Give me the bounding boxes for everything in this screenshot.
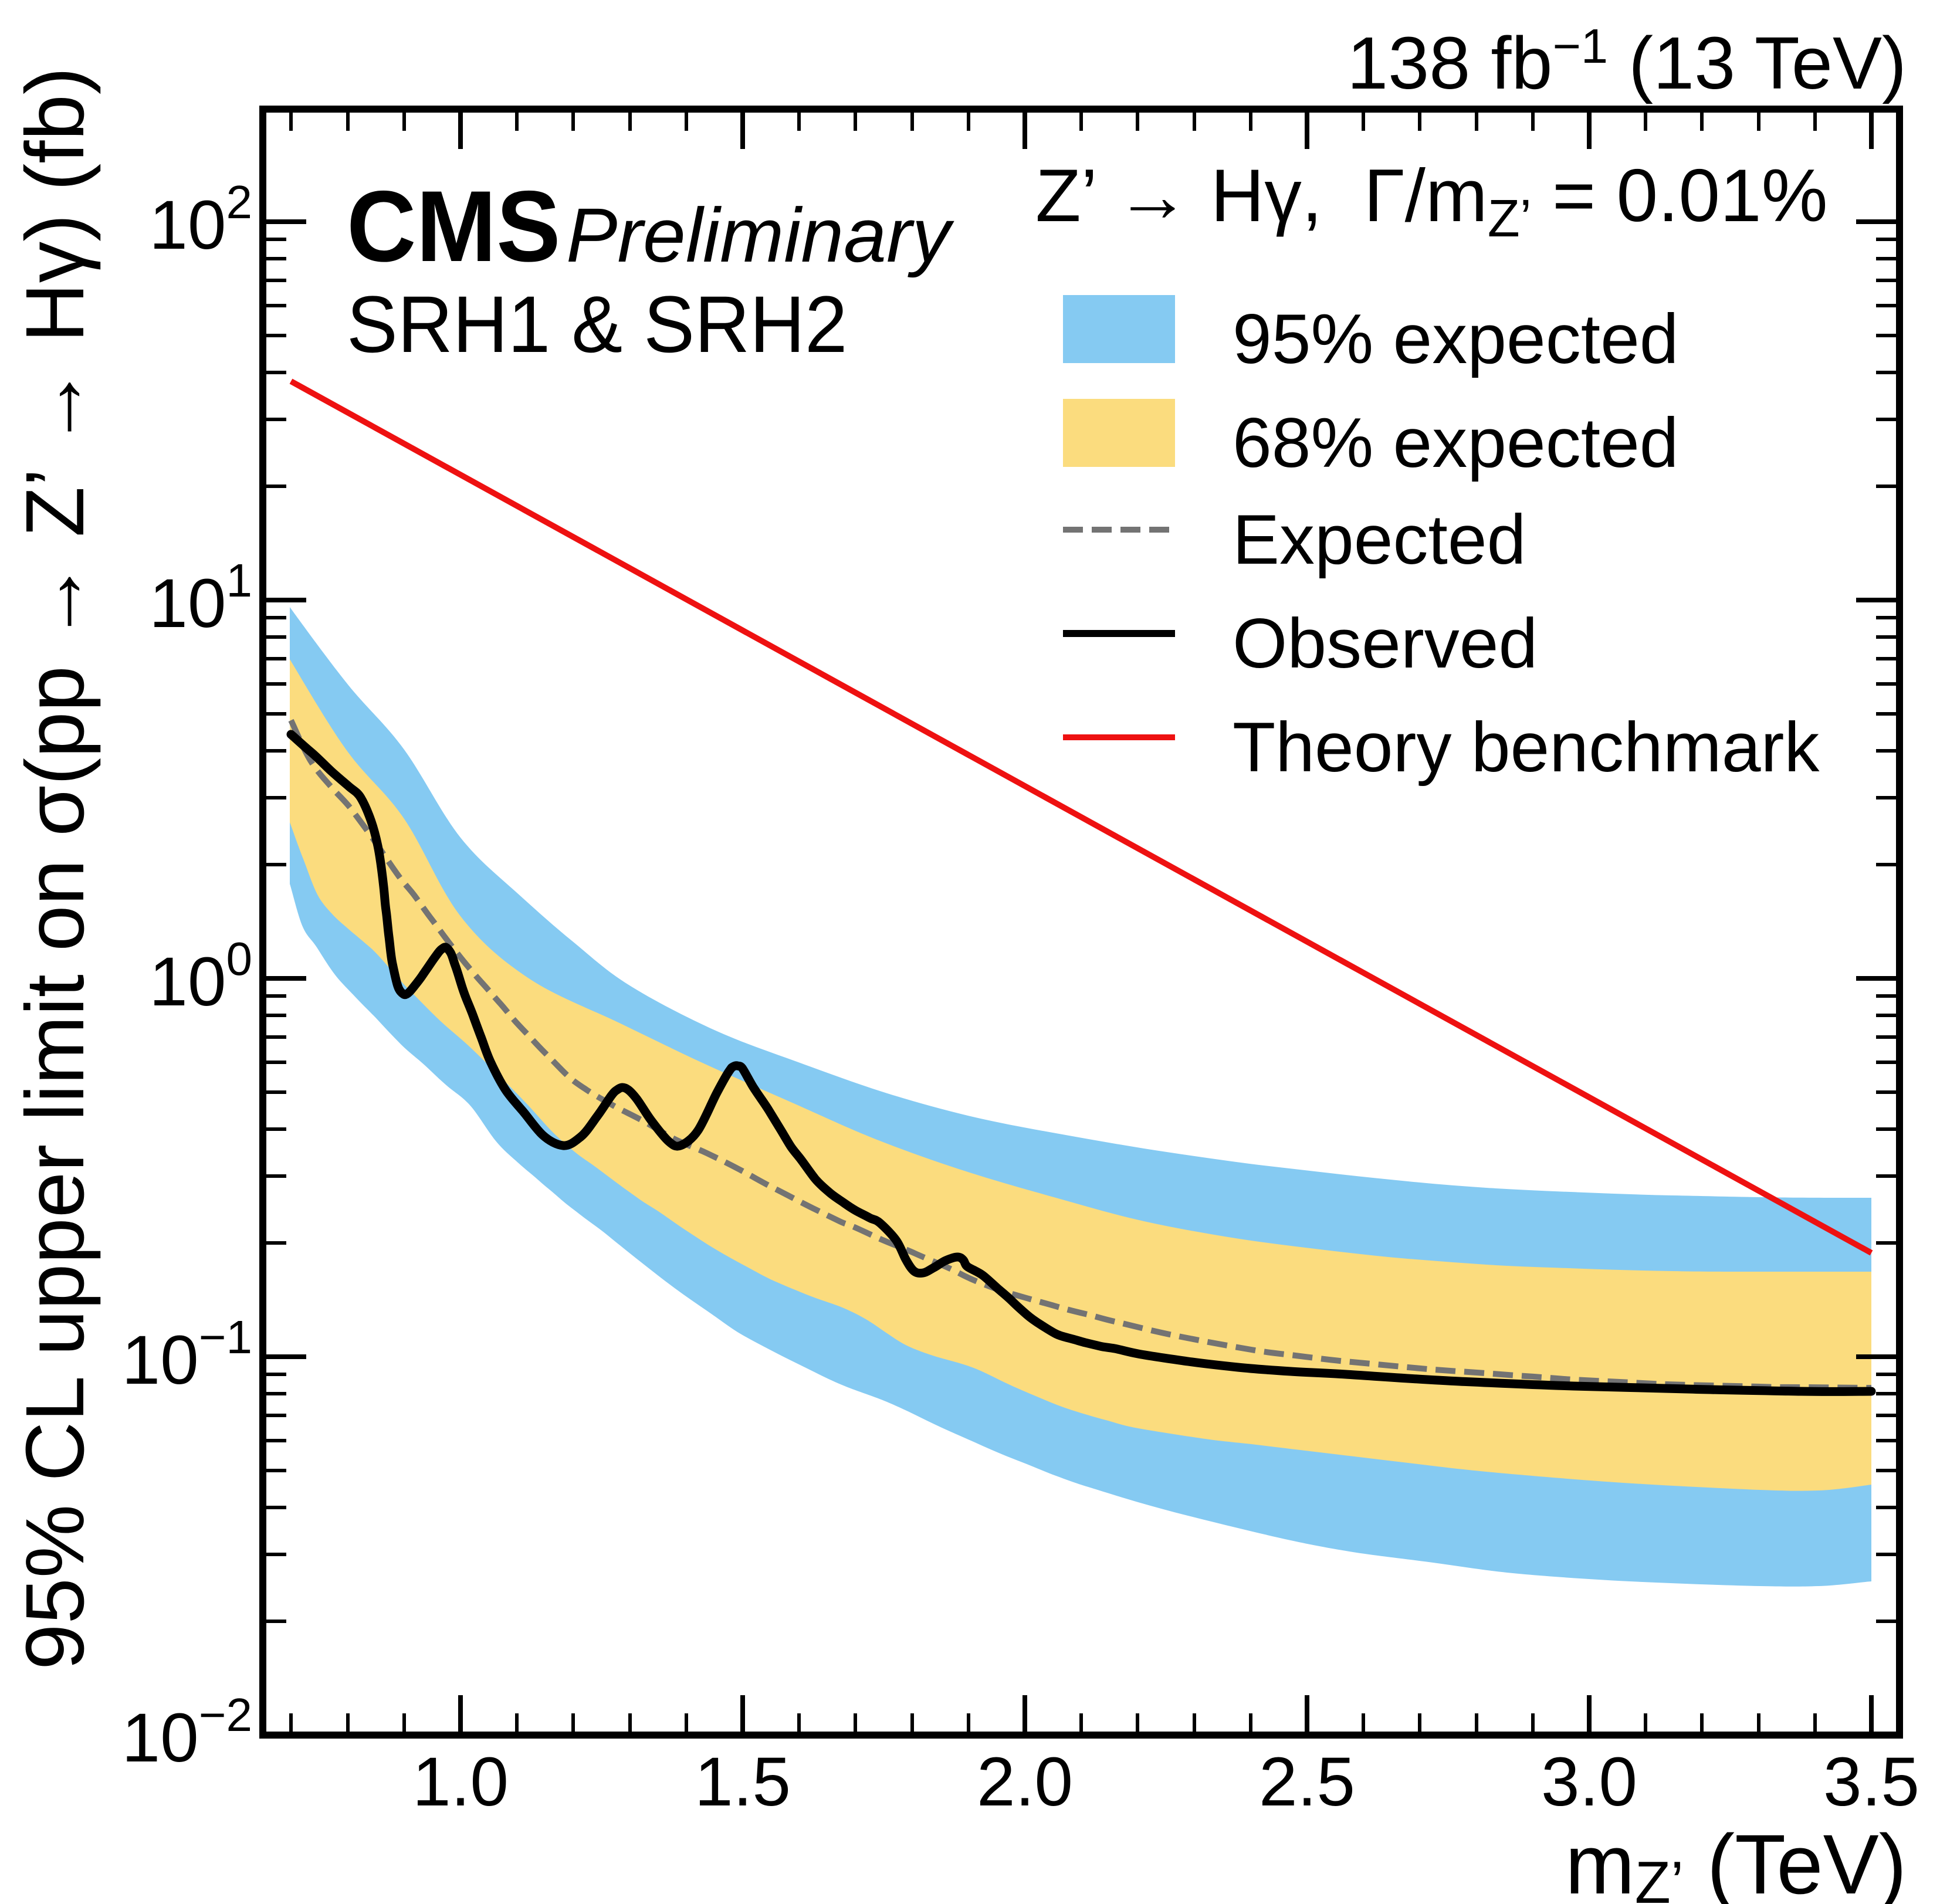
svg-text:2.5: 2.5	[1259, 1743, 1355, 1821]
svg-text:Observed: Observed	[1233, 604, 1538, 683]
svg-text:95% expected: 95% expected	[1233, 300, 1679, 378]
svg-text:CMS: CMS	[347, 170, 561, 282]
svg-text:10−2: 10−2	[122, 1689, 252, 1777]
svg-text:SRH1 & SRH2: SRH1 & SRH2	[347, 280, 847, 370]
svg-text:95% CL upper limit on σ(pp → Z: 95% CL upper limit on σ(pp → Z’ → Hγ) (f…	[8, 67, 101, 1670]
svg-text:3.0: 3.0	[1541, 1743, 1637, 1821]
svg-text:Expected: Expected	[1233, 500, 1526, 579]
svg-text:Z’ → Hγ, Γ/mZ’ = 0.01%: Z’ → Hγ, Γ/mZ’ = 0.01%	[1035, 154, 1828, 248]
svg-text:102: 102	[149, 176, 252, 264]
svg-text:mZ’ (TeV): mZ’ (TeV)	[1565, 1817, 1907, 1904]
svg-text:2.0: 2.0	[977, 1743, 1073, 1821]
svg-text:1.0: 1.0	[412, 1743, 509, 1821]
svg-text:100: 100	[149, 933, 252, 1021]
svg-text:10−1: 10−1	[122, 1311, 252, 1399]
svg-text:Theory benchmark: Theory benchmark	[1233, 708, 1820, 787]
svg-text:68% expected: 68% expected	[1233, 404, 1679, 482]
svg-text:Preliminary: Preliminary	[566, 192, 955, 278]
svg-text:101: 101	[149, 554, 252, 642]
svg-text:138 fb−1 (13 TeV): 138 fb−1 (13 TeV)	[1347, 19, 1907, 104]
svg-text:1.5: 1.5	[695, 1743, 791, 1821]
svg-text:3.5: 3.5	[1823, 1743, 1919, 1821]
